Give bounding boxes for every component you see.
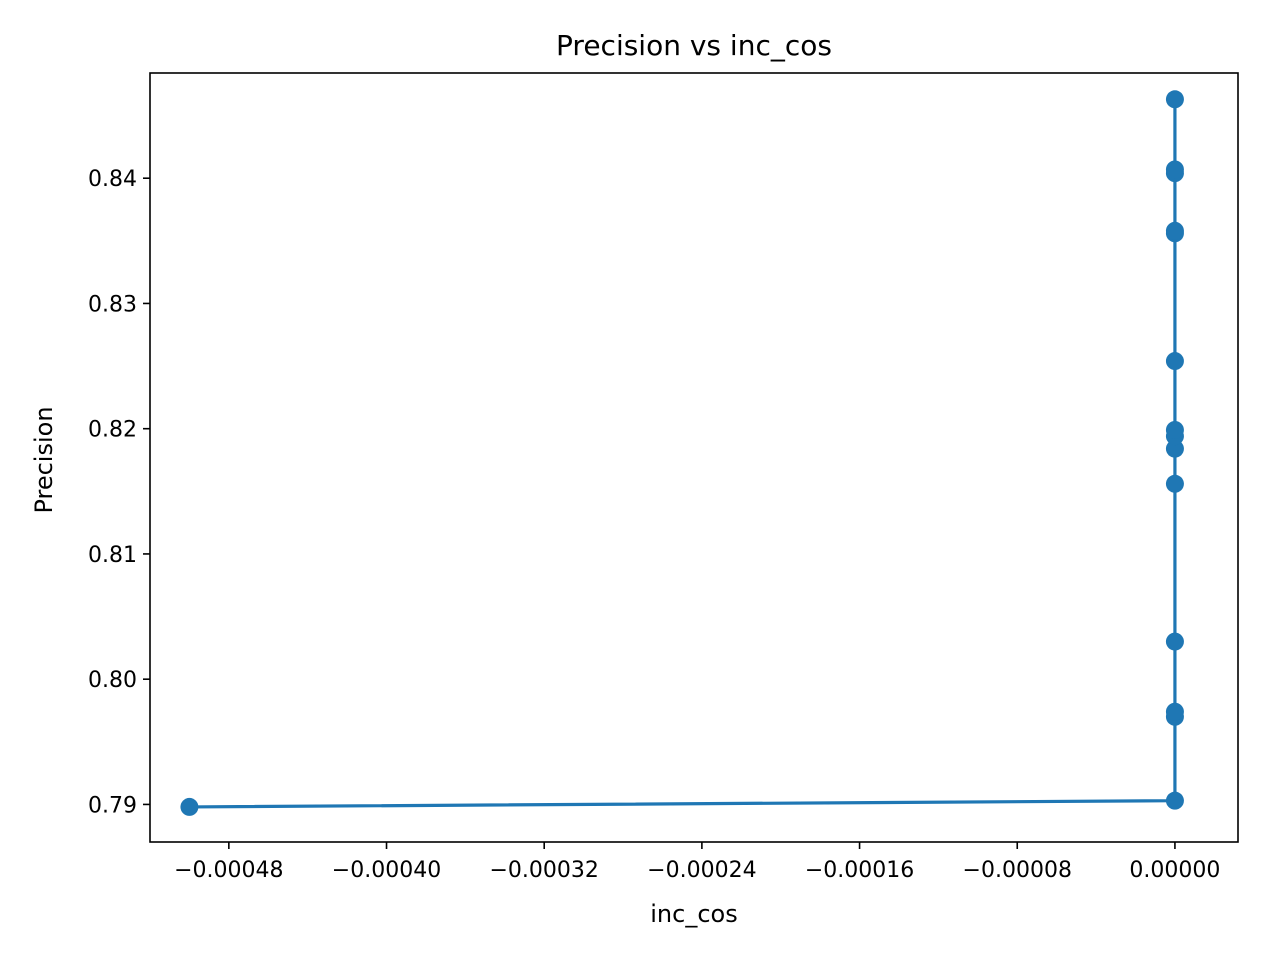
x-tick-label: 0.00000	[1129, 858, 1220, 883]
y-tick-label: 0.82	[88, 418, 137, 443]
data-point	[1165, 702, 1184, 721]
data-point	[1165, 439, 1184, 458]
data-point	[1165, 474, 1184, 493]
x-tick-label: −0.00024	[647, 858, 756, 883]
data-point	[1165, 632, 1184, 651]
plot-area	[180, 90, 1184, 816]
x-tick-label: −0.00040	[332, 858, 441, 883]
data-point	[1165, 160, 1184, 179]
data-point	[1165, 90, 1184, 109]
data-point	[180, 797, 199, 816]
x-axis: −0.00048 −0.00040 −0.00032 −0.00024 −0.00016…	[174, 842, 1220, 883]
x-tick-label: −0.00008	[963, 858, 1072, 883]
x-axis-label: inc_cos	[650, 900, 737, 928]
data-point	[1165, 420, 1184, 439]
y-tick-label: 0.84	[88, 167, 137, 192]
data-point	[1165, 221, 1184, 240]
chart-title: Precision vs inc_cos	[556, 29, 832, 62]
x-tick-label: −0.00032	[489, 858, 598, 883]
plot-frame	[149, 72, 1239, 843]
data-point	[1165, 352, 1184, 371]
x-tick-label: −0.00016	[805, 858, 914, 883]
y-axis: 0.79 0.80 0.81 0.82 0.83 0.84	[88, 167, 150, 818]
data-point	[1165, 791, 1184, 810]
y-tick-label: 0.79	[88, 793, 137, 818]
y-tick-label: 0.81	[88, 543, 137, 568]
series-line	[189, 99, 1177, 809]
x-tick-label: −0.00048	[174, 858, 283, 883]
y-axis-label: Precision	[30, 406, 58, 513]
y-tick-label: 0.83	[88, 292, 137, 317]
y-tick-label: 0.80	[88, 668, 137, 693]
